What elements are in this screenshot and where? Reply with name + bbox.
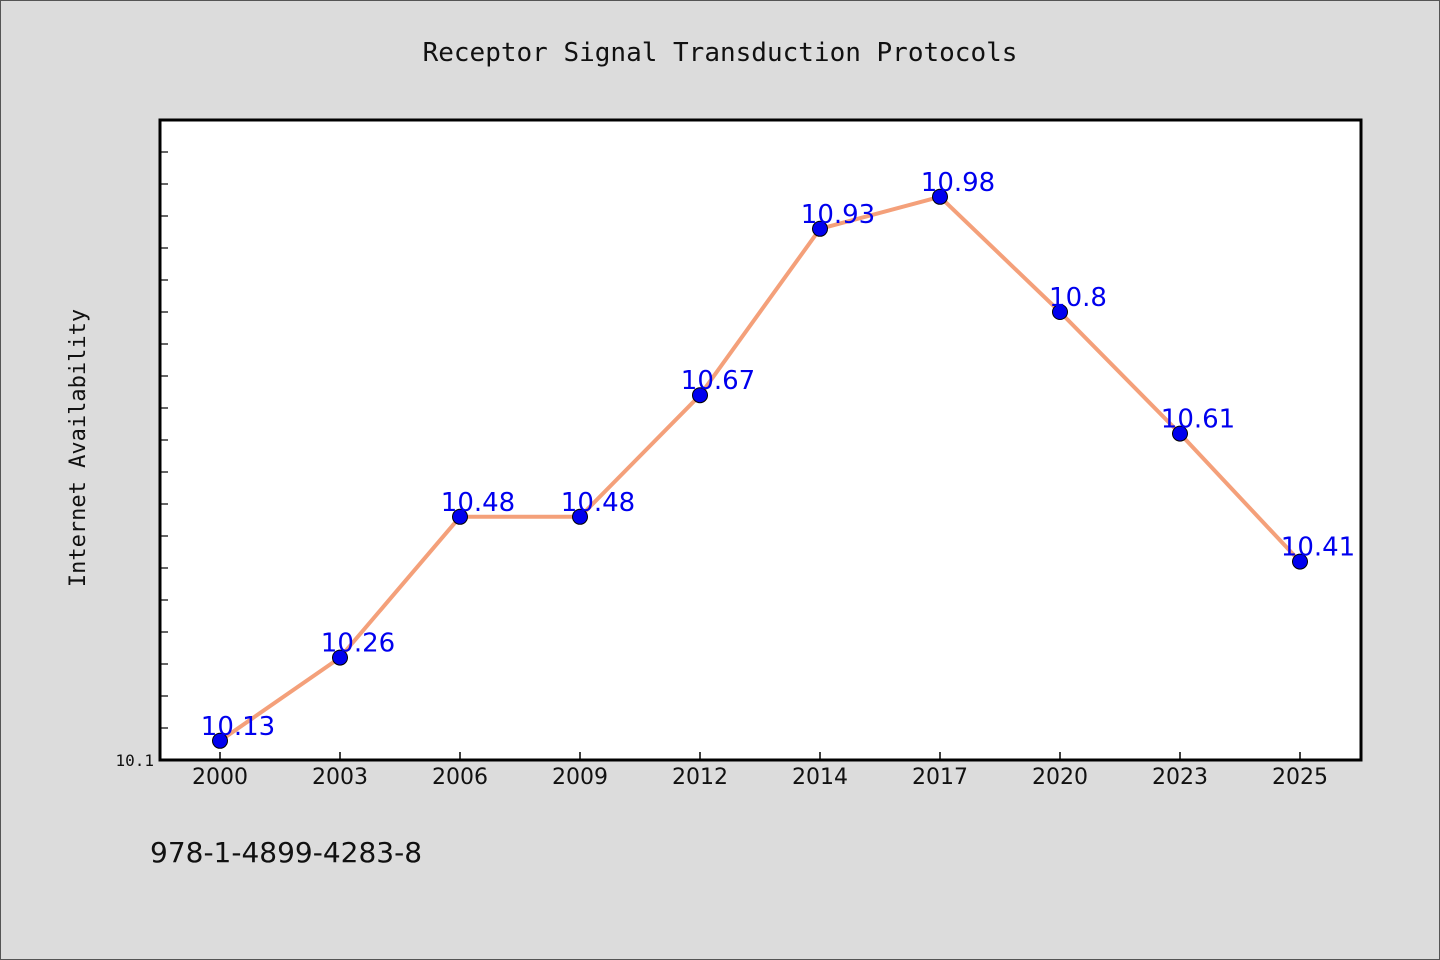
isbn-footer: 978-1-4899-4283-8 <box>150 836 422 869</box>
data-label: 10.41 <box>1281 533 1355 563</box>
x-tick-label: 2006 <box>432 765 488 790</box>
y-tick-labels: 10.1 <box>115 751 154 770</box>
x-tick-label: 2003 <box>312 765 368 790</box>
data-label: 10.48 <box>441 488 515 518</box>
x-tick-label: 2000 <box>192 765 248 790</box>
data-label: 10.98 <box>921 168 995 198</box>
series-markers <box>212 188 1308 749</box>
x-tick-label: 2025 <box>1272 765 1328 790</box>
y-axis-ticks <box>160 151 168 729</box>
data-label: 10.61 <box>1161 405 1235 435</box>
data-label: 10.67 <box>681 366 755 396</box>
data-point <box>332 649 348 666</box>
data-label: 10.26 <box>321 629 395 659</box>
x-tick-label: 2020 <box>1032 765 1088 790</box>
data-point <box>212 732 228 749</box>
data-point <box>1292 553 1308 570</box>
data-point <box>452 508 468 525</box>
data-point <box>812 220 828 237</box>
data-label: 10.48 <box>561 488 635 518</box>
x-tick-label: 2017 <box>912 765 968 790</box>
x-axis-ticks: 2000 2003 2006 2009 2012 2014 2017 2020 2023 2025 <box>192 752 1328 790</box>
x-tick-label: 2009 <box>552 765 608 790</box>
series-line-group <box>218 194 1302 743</box>
plot-area <box>158 118 1363 762</box>
data-labels: 10.13 10.26 10.48 10.48 10.67 10.93 10.98 10.8 1… <box>201 168 1355 742</box>
data-label: 10.8 <box>1049 283 1107 313</box>
data-point <box>1052 304 1068 320</box>
data-point <box>932 188 948 205</box>
y-tick-label: 10.1 <box>115 751 154 770</box>
x-tick-label: 2023 <box>1152 765 1208 790</box>
y-axis-label: Internet Availability <box>66 309 91 587</box>
chart-title: Receptor Signal Transduction Protocols <box>423 38 1018 68</box>
data-point <box>572 508 588 525</box>
x-tick-label: 2012 <box>672 765 728 790</box>
data-point <box>692 387 708 404</box>
series-line <box>218 194 1302 743</box>
x-tick-label: 2014 <box>792 765 848 790</box>
data-label: 10.93 <box>801 200 875 230</box>
data-point <box>1172 425 1188 442</box>
data-label: 10.13 <box>201 712 275 742</box>
